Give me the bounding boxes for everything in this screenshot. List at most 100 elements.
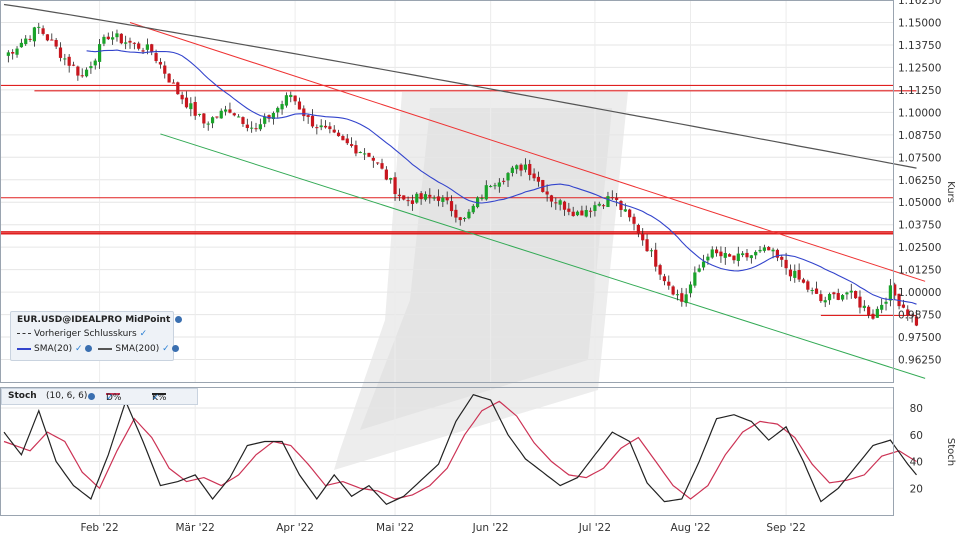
candle-down [345, 138, 349, 144]
candle-down [632, 216, 636, 224]
candle-up [271, 113, 275, 120]
candle-up [93, 60, 97, 66]
candle-up [489, 186, 493, 188]
candle-down [458, 217, 462, 221]
candle-down [180, 94, 184, 100]
candle-up [389, 177, 393, 180]
candle-down [901, 304, 906, 308]
candle-up [875, 308, 879, 318]
legend-sma20[interactable]: SMA(20) ✓ SMA(200) ✓ [17, 344, 179, 354]
candle-down [449, 201, 454, 212]
legend-panel: EUR.USD@IDEALPRO MidPoint Vorheriger Sch… [10, 311, 183, 361]
candle-down [328, 126, 332, 130]
price-tick-label: 1.10000 [898, 107, 941, 119]
candle-down [132, 42, 136, 44]
price-grid [0, 0, 893, 361]
candle-down [654, 249, 658, 267]
candle-down [406, 200, 410, 202]
candle-up [115, 33, 119, 38]
candle-down [176, 82, 180, 95]
candle-down [854, 290, 858, 299]
stoch-title: Stoch [8, 391, 37, 401]
candle-up [510, 167, 514, 173]
candle-up [415, 193, 419, 203]
candle-up [754, 251, 758, 256]
candle-up [688, 284, 693, 294]
candle-up [884, 301, 888, 304]
candle-up [289, 94, 293, 98]
candle-down [910, 314, 914, 316]
candle-down [728, 254, 732, 257]
candle-down [788, 269, 793, 277]
candle-up [493, 185, 497, 187]
candle-down [45, 34, 50, 41]
candle-down [58, 47, 63, 58]
candle-down [50, 39, 54, 41]
price-tick-label: 1.03750 [898, 220, 941, 232]
candle-up [441, 197, 445, 202]
globe-icon[interactable] [171, 345, 179, 352]
candle-down [137, 43, 141, 49]
candle-down [202, 113, 206, 124]
candle-down [784, 259, 788, 269]
globe-icon[interactable] [175, 316, 183, 323]
candle-down [528, 163, 532, 176]
candle-down [645, 239, 649, 252]
candle-up [888, 285, 892, 301]
candle-down [714, 249, 719, 254]
candle-down [154, 53, 158, 62]
candle-down [393, 177, 397, 195]
price-tick-label: 1.07500 [898, 152, 941, 164]
candle-down [293, 95, 297, 102]
candle-up [32, 27, 37, 42]
watermark-logo [334, 92, 628, 470]
candle-down [336, 132, 341, 137]
candle-down [419, 193, 423, 200]
stoch-params: (10, 6, 6) [46, 391, 88, 401]
time-tick-label: Jun '22 [472, 522, 509, 534]
candle-down [171, 82, 176, 84]
candle-down [914, 316, 919, 326]
lower-channel-line [160, 133, 926, 379]
sma200-swatch-icon [98, 347, 113, 350]
check-icon: ✓ [162, 344, 170, 354]
candle-down [354, 145, 358, 154]
candle-down [532, 173, 536, 179]
candle-up [523, 164, 527, 170]
check-icon: ✓ [152, 393, 160, 403]
sma20-swatch-icon [17, 347, 31, 350]
candle-down [732, 255, 736, 261]
candle-down [193, 102, 197, 116]
candle-up [515, 165, 519, 170]
upper-channel-line [129, 21, 926, 282]
candle-up [124, 42, 128, 44]
candle-down [150, 44, 154, 52]
candle-down [806, 281, 810, 290]
candle-up [845, 292, 849, 295]
candle-up [423, 194, 428, 200]
candle-down [402, 195, 406, 200]
candle-down [445, 197, 449, 201]
candle-up [476, 197, 480, 208]
globe-icon[interactable] [84, 345, 92, 352]
stoch-tick-label: 40 [910, 457, 923, 469]
check-icon: ✓ [74, 344, 83, 354]
candle-down [371, 157, 375, 161]
stoch-d-line [3, 400, 917, 500]
time-tick-label: Sep '22 [766, 522, 805, 534]
candle-down [306, 115, 310, 117]
candle-down [80, 75, 84, 77]
candle-down [380, 163, 384, 169]
price-tick-label: 1.15000 [898, 17, 941, 29]
candle-up [771, 249, 775, 252]
price-tick-label: 0.97500 [898, 332, 941, 344]
candle-up [827, 293, 832, 301]
price-tick-label: 1.05000 [898, 197, 941, 209]
candle-down [636, 224, 640, 234]
candle-up [210, 117, 215, 124]
candle-down [245, 124, 249, 129]
legend-prev-close[interactable]: Vorheriger Schlusskurs ✓ [17, 329, 147, 339]
d-swatch-icon [106, 393, 120, 395]
candle-down [819, 294, 823, 302]
candle-up [89, 66, 93, 69]
